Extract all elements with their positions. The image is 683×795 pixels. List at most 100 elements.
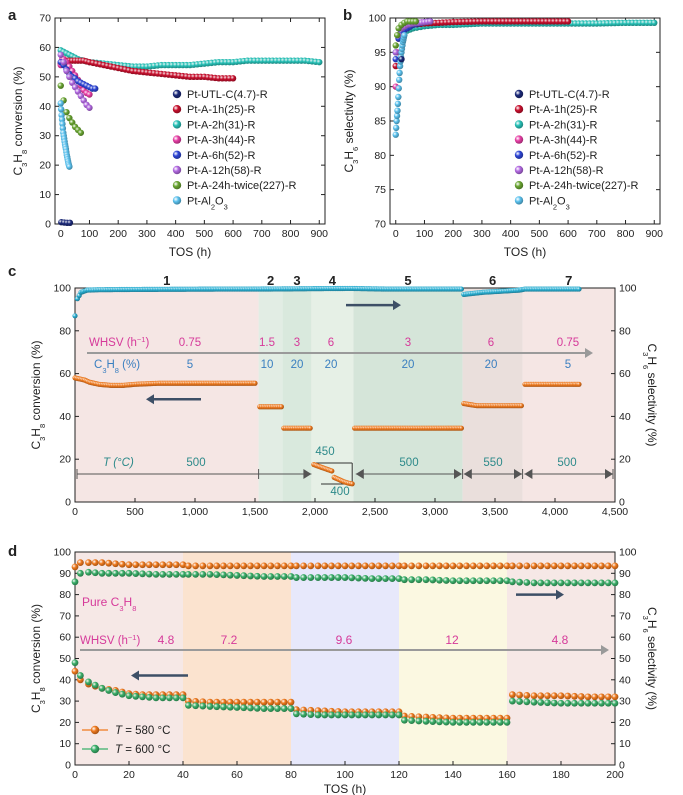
point-mgreen-selectivity — [436, 576, 443, 584]
point-orange-conversion — [530, 692, 538, 700]
point-orange-selectivity — [233, 562, 241, 570]
point-mgreen-conversion — [449, 719, 457, 726]
point-sky — [394, 107, 401, 114]
point-orange-selectivity — [577, 562, 585, 570]
point-mgreen-selectivity — [233, 572, 241, 579]
point-sky — [393, 117, 400, 125]
point-orange-selectivity — [355, 562, 362, 570]
point-mgreen-conversion — [422, 717, 430, 725]
point-mgreen-selectivity — [550, 579, 558, 587]
point-mgreen-selectivity — [577, 579, 585, 587]
point-orange-conversion — [604, 693, 612, 701]
point-orange-selectivity — [598, 562, 605, 570]
c3h8-title-c: C3H8 (%) — [94, 359, 140, 375]
point-orange-selectivity — [550, 562, 558, 570]
legend-marker-teal — [172, 120, 182, 129]
x-tick-label: 700 — [253, 228, 271, 240]
point-mgreen-conversion — [436, 718, 443, 726]
point-orange-conversion — [260, 698, 268, 706]
point-mgreen-conversion — [584, 699, 592, 707]
legend-label: Pt-A-6h(52)-R — [187, 150, 256, 162]
y-tick-label: 40 — [619, 411, 631, 423]
x-tick-label: 100 — [81, 228, 99, 240]
x-axis-title-d: TOS (h) — [324, 782, 366, 795]
legend-label: Pt-A-2h(31)-R — [529, 119, 598, 131]
point-orange-selectivity — [503, 562, 511, 570]
point-mgreen-conversion — [361, 711, 369, 719]
x-tick-label: 800 — [617, 228, 635, 240]
point-orange-selectivity — [240, 562, 248, 570]
point-mgreen-selectivity — [341, 574, 349, 581]
point-mgreen-selectivity — [314, 574, 322, 581]
point-mgreen-conversion — [253, 704, 261, 712]
point-mgreen-conversion — [341, 711, 349, 719]
stage-band — [353, 288, 463, 502]
x-tick-label: 800 — [282, 228, 300, 240]
point-mgreen-selectivity — [226, 571, 234, 579]
temp-title: T (°C) — [103, 457, 134, 469]
point-orange-conversion — [71, 667, 79, 675]
selectivity-point — [458, 286, 464, 292]
point-mgreen-selectivity — [584, 579, 592, 587]
y-tick-label: 20 — [39, 160, 51, 172]
y-tick-label: 80 — [619, 589, 631, 601]
legend-label: Pt-A-24h-twice(227)-R — [529, 180, 638, 192]
point-mgreen-conversion — [604, 699, 612, 707]
point-orange-conversion — [247, 698, 254, 706]
c3h8-value: 5 — [565, 359, 571, 371]
y-tick-label: 90 — [59, 568, 71, 580]
arrow-head — [393, 300, 401, 311]
point-orange-conversion — [537, 692, 545, 700]
y-tick-label: 50 — [619, 653, 631, 665]
point-sky — [395, 76, 403, 84]
y-axis-title-left-d: C3H8 conversion (%) — [29, 604, 47, 713]
point-mgreen-conversion — [509, 697, 516, 705]
point-red — [564, 18, 572, 25]
point-mgreen-conversion — [145, 693, 153, 701]
x-tick-label: 2,000 — [302, 506, 328, 518]
point-orange-selectivity — [368, 562, 376, 570]
point-orange-selectivity — [328, 562, 335, 570]
point-mgreen-selectivity — [274, 573, 281, 580]
y-tick-label: 30 — [39, 130, 51, 142]
axes-frame — [389, 17, 661, 225]
point-orange-conversion — [280, 698, 288, 706]
point-orange-selectivity — [611, 562, 619, 570]
point-orange-selectivity — [85, 559, 92, 567]
legend-marker-red — [172, 105, 182, 114]
point-orange-selectivity — [226, 562, 234, 570]
legend-label: Pt-A-12h(58)-R — [187, 165, 262, 177]
stage-band — [507, 552, 615, 765]
c3h8-value: 20 — [402, 359, 415, 371]
arrow-head — [463, 469, 472, 479]
point-mgreen-selectivity — [172, 570, 180, 578]
point-orange-conversion — [274, 698, 281, 706]
point-sky — [66, 163, 73, 170]
point-mgreen-selectivity — [139, 570, 146, 578]
x-tick-label: 120 — [390, 769, 408, 781]
conversion-point — [278, 404, 284, 410]
arrow-head — [585, 348, 593, 358]
legend-a: Pt-UTL-C(4.7)-R Pt-A-1h(25)-R Pt-A-2h(31)-… — [172, 89, 296, 211]
point-orange-conversion — [611, 693, 619, 701]
y-axis-title-right-d: C3H6 selectivity (%) — [642, 607, 660, 710]
y-tick-label: 40 — [59, 674, 71, 686]
y-axis-title-b: C3H6 selectivity (%) — [342, 69, 360, 172]
point-mgreen-conversion — [368, 711, 376, 719]
point-orange-conversion — [253, 698, 261, 706]
whsv-title-c: WHSV (h−1) — [89, 335, 149, 350]
whsv-value: 1.5 — [259, 337, 275, 349]
x-tick-label: 160 — [498, 769, 516, 781]
point-mgreen-selectivity — [368, 575, 376, 583]
point-mgreen-conversion — [199, 702, 207, 710]
point-orange-conversion — [598, 693, 605, 701]
point-mgreen-selectivity — [206, 570, 214, 578]
point-navy — [66, 219, 74, 227]
point-sky — [396, 69, 403, 77]
point-orange-conversion — [544, 692, 551, 700]
point-green — [77, 129, 85, 136]
whsv-value-d: 12 — [445, 633, 459, 647]
point-mgreen-conversion — [550, 699, 558, 707]
y-tick-label: 0 — [619, 760, 625, 772]
